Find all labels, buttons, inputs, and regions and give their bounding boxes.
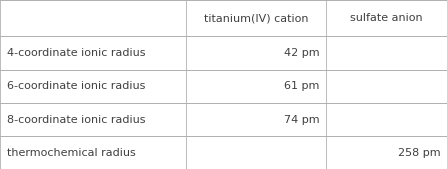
Text: 74 pm: 74 pm <box>284 115 320 125</box>
Text: sulfate anion: sulfate anion <box>350 13 423 23</box>
Text: thermochemical radius: thermochemical radius <box>7 148 135 158</box>
Text: 258 pm: 258 pm <box>398 148 440 158</box>
Text: 6-coordinate ionic radius: 6-coordinate ionic radius <box>7 81 145 91</box>
Text: 8-coordinate ionic radius: 8-coordinate ionic radius <box>7 115 145 125</box>
Text: 42 pm: 42 pm <box>284 48 320 58</box>
Text: 61 pm: 61 pm <box>284 81 320 91</box>
Text: 4-coordinate ionic radius: 4-coordinate ionic radius <box>7 48 145 58</box>
Text: titanium(IV) cation: titanium(IV) cation <box>204 13 308 23</box>
